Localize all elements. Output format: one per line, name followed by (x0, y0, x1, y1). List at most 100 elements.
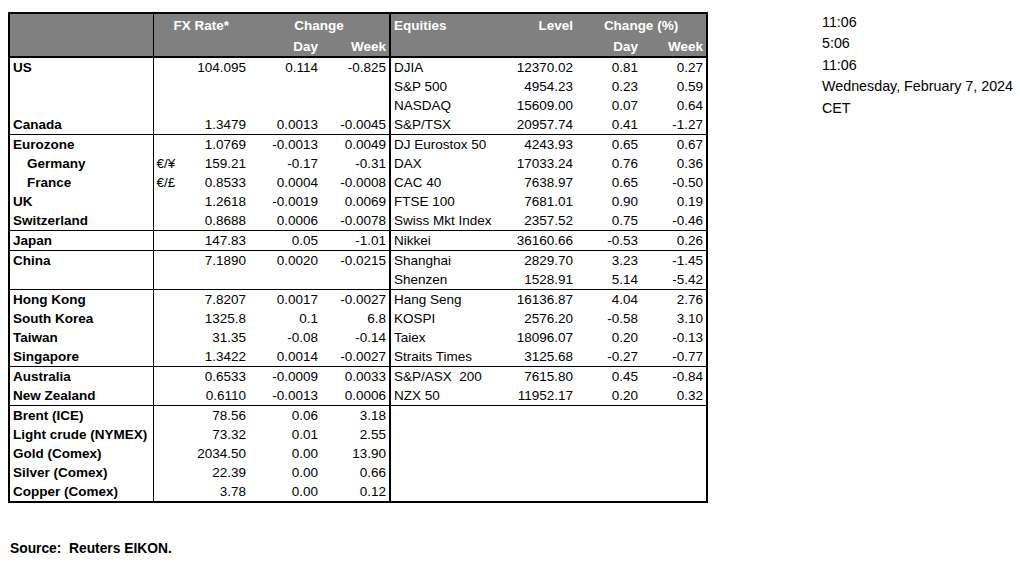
equity-day-cell: 0.41 (576, 115, 641, 135)
source-note: Source: Reuters EIKON. (10, 539, 715, 559)
equity-name-cell: FTSE 100 (390, 192, 495, 211)
footer-notes: Source: Reuters EIKON. * FX Rate for USD… (10, 499, 715, 576)
corner-header-cell (9, 13, 153, 37)
equity-week-cell (641, 444, 707, 463)
fx-day-cell (249, 270, 321, 290)
fx-rate-value: 0.6533 (205, 369, 246, 384)
fx-rate-cell: 0.6533 (153, 367, 249, 387)
fx-label-cell: Brent (ICE) (9, 406, 153, 426)
fx-label-cell: Gold (Comex) (9, 444, 153, 463)
equity-level-cell: 2357.52 (495, 211, 576, 231)
equity-name-cell: Taiex (390, 328, 495, 347)
fx-week-cell: 2.55 (321, 425, 390, 444)
fx-day-cell: 0.1 (249, 309, 321, 328)
fx-rate-cell: 31.35 (153, 328, 249, 347)
table-row: Brent (ICE)78.560.063.18 (9, 406, 707, 426)
fx-rate-cell: €/¥ 159.21 (153, 154, 249, 173)
equity-week-cell: -0.50 (641, 173, 707, 192)
fx-day-cell: 0.114 (249, 57, 321, 77)
equity-week-cell (641, 425, 707, 444)
equity-level-cell: 2576.20 (495, 309, 576, 328)
fx-rate-value: 2034.50 (197, 446, 246, 461)
equity-name-cell: S&P/TSX (390, 115, 495, 135)
fx-day-cell: 0.01 (249, 425, 321, 444)
equity-week-cell: -0.46 (641, 211, 707, 231)
equity-week-cell: 0.26 (641, 231, 707, 251)
fx-rate-cell: 78.56 (153, 406, 249, 426)
fx-day-cell: -0.08 (249, 328, 321, 347)
table-body: US104.0950.114-0.825DJIA12370.020.810.27… (9, 57, 707, 502)
equity-change-pct-column-header: Change (%) (576, 13, 707, 37)
equity-week-subheader: Week (641, 37, 707, 57)
fx-label-cell: Light crude (NYMEX) (9, 425, 153, 444)
fx-rate-cell: 0.6110 (153, 386, 249, 406)
fx-week-cell: 0.0033 (321, 367, 390, 387)
fx-rate-value: 1325.8 (205, 311, 246, 326)
equity-week-cell: -0.84 (641, 367, 707, 387)
equity-level-cell: 4954.23 (495, 77, 576, 96)
fx-label-cell: New Zealand (9, 386, 153, 406)
fx-rate-cell: 1.3479 (153, 115, 249, 135)
fx-week-cell (321, 270, 390, 290)
fx-rate-value: 159.21 (205, 156, 246, 171)
fx-day-cell (249, 96, 321, 115)
fx-label-cell: South Korea (9, 309, 153, 328)
fx-rate-cell: 2034.50 (153, 444, 249, 463)
fx-rate-value: 0.6110 (206, 388, 246, 403)
fx-rate-cell: 147.83 (153, 231, 249, 251)
equity-day-cell (576, 425, 641, 444)
equity-name-cell: DJ Eurostox 50 (390, 135, 495, 155)
equity-level-cell: 12370.02 (495, 57, 576, 77)
equity-week-cell: 0.67 (641, 135, 707, 155)
equity-name-cell (390, 425, 495, 444)
fx-rate-value: 1.3422 (205, 349, 246, 364)
equity-week-cell: 2.76 (641, 290, 707, 310)
equity-day-cell: 4.04 (576, 290, 641, 310)
fx-label-cell (9, 77, 153, 96)
empty-header-cell (495, 37, 576, 57)
header-row-2: Day Week Day Week (9, 37, 707, 57)
table-row: Canada1.34790.0013-0.0045S&P/TSX20957.74… (9, 115, 707, 135)
fx-label-cell: China (9, 251, 153, 271)
fx-label-cell: Taiwan (9, 328, 153, 347)
fx-label-cell: Eurozone (9, 135, 153, 155)
equity-week-cell: -0.77 (641, 347, 707, 367)
equity-level-cell: 7638.97 (495, 173, 576, 192)
equity-name-cell: S&P/ASX 200 (390, 367, 495, 387)
datetime-line: 11:06 (822, 12, 1013, 33)
equity-week-cell: 0.32 (641, 386, 707, 406)
fx-week-cell: 6.8 (321, 309, 390, 328)
fx-day-cell: 0.0014 (249, 347, 321, 367)
fx-rate-cell: 1325.8 (153, 309, 249, 328)
fx-week-cell: 0.0006 (321, 386, 390, 406)
fx-day-cell: -0.0013 (249, 135, 321, 155)
fx-rate-cell: 7.8207 (153, 290, 249, 310)
equity-level-cell: 16136.87 (495, 290, 576, 310)
equity-day-cell: 0.65 (576, 173, 641, 192)
fx-rate-value: 0.8533 (205, 175, 246, 190)
empty-header-cell (153, 37, 249, 57)
fx-day-cell: -0.17 (249, 154, 321, 173)
fx-label-cell: Singapore (9, 347, 153, 367)
fx-label-cell: Japan (9, 231, 153, 251)
equity-day-cell: 0.07 (576, 96, 641, 115)
fx-week-subheader: Week (321, 37, 390, 57)
fx-day-cell: -0.0019 (249, 192, 321, 211)
fx-week-cell: -0.0045 (321, 115, 390, 135)
currency-pair-symbol: €/¥ (157, 154, 176, 173)
equity-week-cell: -1.27 (641, 115, 707, 135)
equity-day-cell (576, 463, 641, 482)
fx-rate-value: 1.0769 (205, 137, 246, 152)
equity-level-cell: 11952.17 (495, 386, 576, 406)
fx-label-cell: Australia (9, 367, 153, 387)
equity-day-cell: 5.14 (576, 270, 641, 290)
fx-day-cell: 0.05 (249, 231, 321, 251)
fx-label-cell (9, 270, 153, 290)
fx-rate-cell: 73.32 (153, 425, 249, 444)
fx-rate-value: 73.32 (212, 427, 246, 442)
datetime-panel: 11:065:0611:06Wednesday, February 7, 202… (822, 12, 1013, 119)
equity-week-cell: 0.59 (641, 77, 707, 96)
equity-day-cell: 0.75 (576, 211, 641, 231)
fx-day-cell: 0.06 (249, 406, 321, 426)
fx-rate-cell: 1.0769 (153, 135, 249, 155)
